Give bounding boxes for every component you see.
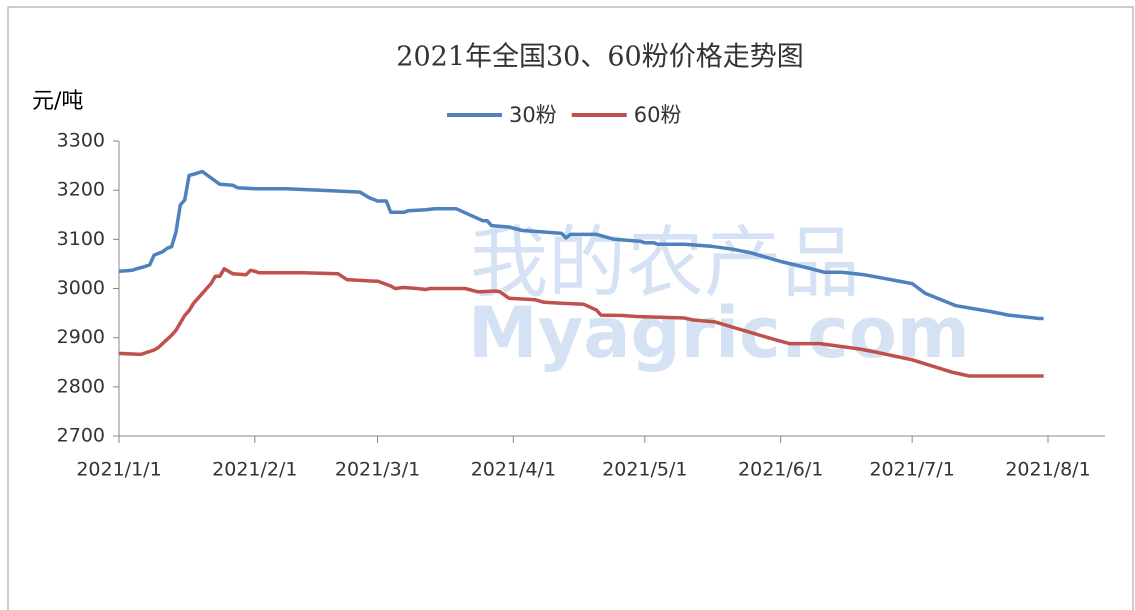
y-tick-label: 3300 xyxy=(57,130,105,152)
x-tick-label: 2021/3/1 xyxy=(335,459,420,481)
x-tick-label: 2021/4/1 xyxy=(471,459,556,481)
legend-label: 30粉 xyxy=(509,103,557,127)
x-tick-label: 2021/2/1 xyxy=(212,459,297,481)
x-tick-label: 2021/1/1 xyxy=(76,459,161,481)
x-tick-label: 2021/8/1 xyxy=(1005,459,1090,481)
x-tick-label: 2021/7/1 xyxy=(869,459,954,481)
watermark-text: Myagric.com xyxy=(468,292,970,374)
y-tick-label: 3200 xyxy=(57,179,105,201)
y-axis-label: 元/吨 xyxy=(32,89,83,114)
x-tick-label: 2021/6/1 xyxy=(738,459,823,481)
legend-label: 60粉 xyxy=(634,103,682,127)
chart-title: 2021年全国30、60粉价格走势图 xyxy=(396,42,803,73)
y-tick-label: 3000 xyxy=(57,277,105,299)
frame xyxy=(7,6,1134,610)
y-tick-label: 2800 xyxy=(57,375,105,397)
x-tick-label: 2021/5/1 xyxy=(602,459,687,481)
y-tick-label: 3100 xyxy=(57,228,105,250)
series-line xyxy=(118,169,1044,321)
series-line xyxy=(118,267,1044,378)
y-tick-label: 2900 xyxy=(57,326,105,348)
y-tick-label: 2700 xyxy=(57,425,105,447)
